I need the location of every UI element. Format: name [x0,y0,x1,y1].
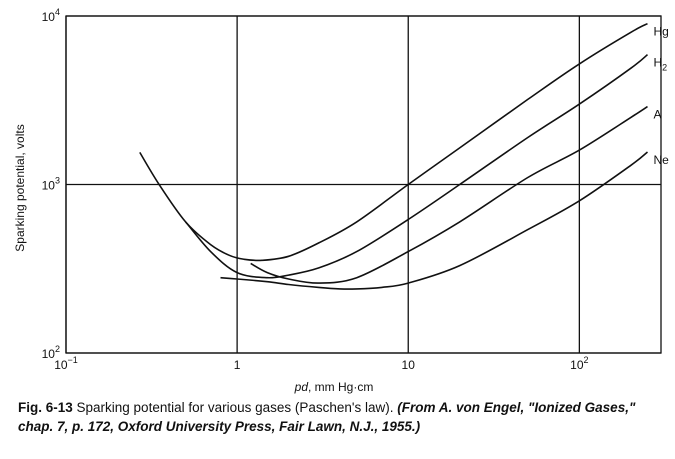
y-tick-label: 104 [42,7,60,24]
series-label-h2: H2 [653,56,667,73]
series-line-hg [139,22,648,262]
y-tick-label: 103 [42,176,60,193]
y-tick-label: 102 [42,344,60,361]
x-axis-variable: pd [294,380,309,394]
x-axis-title: pd, mm Hg·cm [294,380,374,394]
series-label-hg: Hg [653,25,668,39]
series-labels: Hg H2 A Ne [653,25,669,167]
x-tick-label: 10 [402,358,416,372]
axis-tick-labels: 10−1 1 10 102 102 103 104 [42,7,589,372]
figure-number: Fig. 6-13 [18,400,73,415]
y-axis-title: Sparking potential, volts [13,124,27,251]
caption-text: Sparking potential for various gases (Pa… [72,400,398,415]
data-curves [139,22,649,290]
x-tick-label: 10−1 [54,355,78,372]
x-tick-label: 1 [234,358,241,372]
series-line-a [250,105,648,284]
x-tick-label: 102 [570,355,588,372]
x-axis-unit: , mm Hg·cm [308,380,373,394]
series-line-ne [220,151,649,290]
caption-source: (From A. von Engel, "Ionized Gases," cha… [18,400,636,434]
grid-lines [65,15,661,354]
figure-caption: Fig. 6-13 Sparking potential for various… [18,398,668,436]
series-label-a: A [653,108,661,122]
plot-frame [65,15,662,354]
paschen-chart: 10−1 1 10 102 102 103 104 Hg H2 A Ne Sparking pot… [13,7,669,394]
series-label-ne: Ne [653,153,669,167]
series-line-h2 [184,53,649,279]
